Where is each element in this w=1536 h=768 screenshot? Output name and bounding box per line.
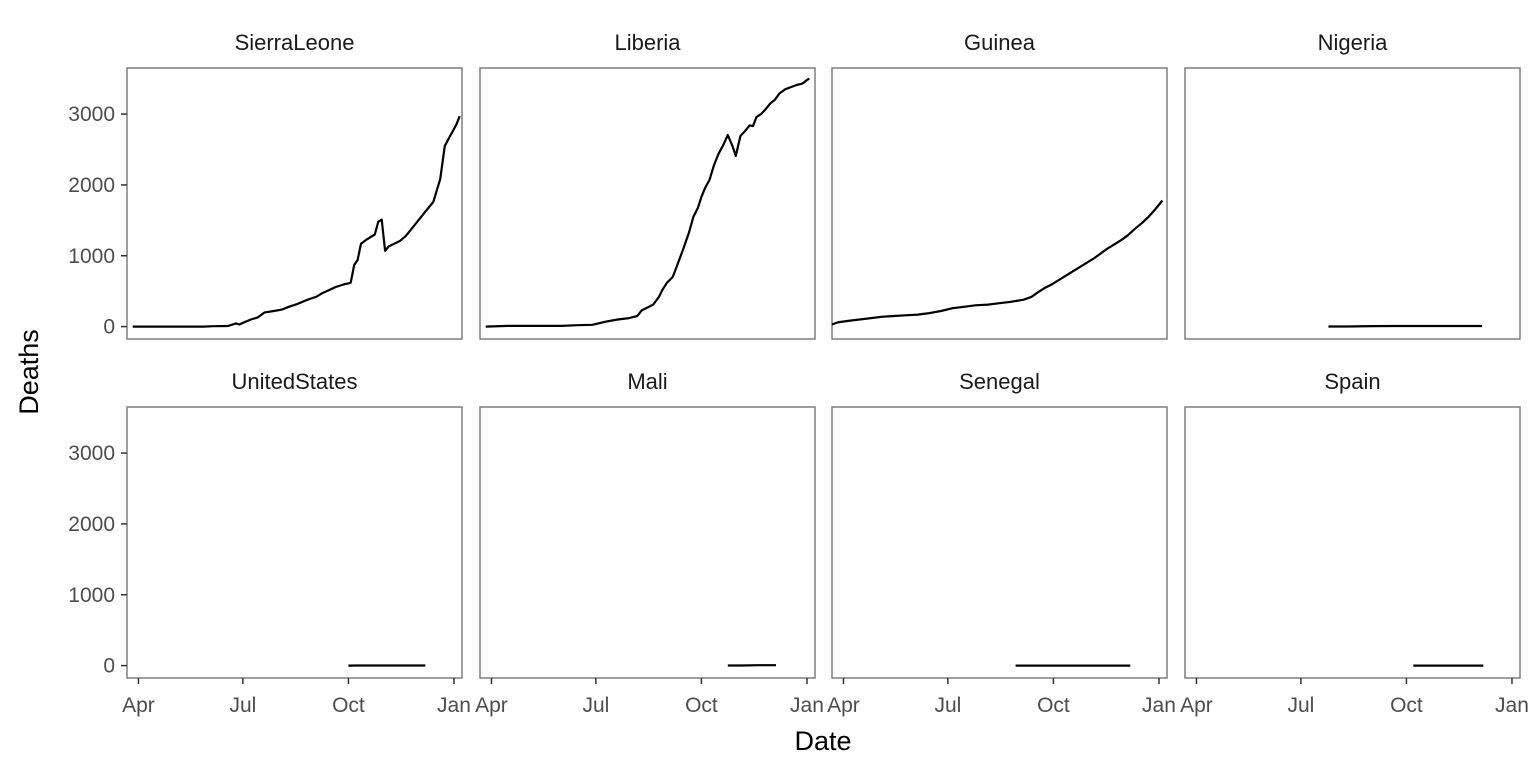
facet-panels: SierraLeone 0 1000 2000 3000 Liberia Guinea Nig…: [68, 30, 1529, 717]
x-tick-label: Oct: [685, 694, 718, 717]
panel-border: [1184, 406, 1521, 679]
facet-title: Spain: [1324, 369, 1380, 394]
y-tick-label: 2000: [68, 174, 115, 197]
x-tick-label: Apr: [1180, 694, 1213, 717]
series-line: [1328, 324, 1483, 328]
y-tick-label: 3000: [68, 103, 115, 126]
x-tick-label: Jul: [934, 694, 961, 717]
x-tick-label: Jan: [1142, 694, 1176, 717]
y-tick-label: 1000: [68, 245, 115, 268]
facet-title: SierraLeone: [235, 30, 355, 55]
panel-border: [126, 406, 463, 679]
panel-border: [1184, 67, 1521, 340]
facet-liberia: Liberia: [479, 30, 816, 340]
panel-border: [479, 67, 816, 340]
x-tick-label: Jan: [437, 694, 471, 717]
facet-unitedstates: UnitedStates 0 1000 2000 3000 Apr Jul Oct Jan: [68, 369, 471, 717]
y-tick-label: 1000: [68, 584, 115, 607]
x-tick-label: Jul: [1287, 694, 1314, 717]
panel-border: [831, 406, 1168, 679]
x-tick-label: Jan: [790, 694, 824, 717]
facet-sierraleone: SierraLeone 0 1000 2000 3000: [68, 30, 463, 340]
series-line: [831, 199, 1164, 326]
y-tick-label: 0: [103, 655, 115, 678]
x-tick-label: Oct: [1037, 694, 1070, 717]
y-axis-title: Deaths: [14, 329, 44, 415]
facet-nigeria: Nigeria: [1184, 30, 1521, 340]
x-tick-label: Oct: [332, 694, 365, 717]
series-line: [132, 115, 461, 328]
facet-title: Guinea: [964, 30, 1036, 55]
x-tick-label: Jul: [582, 694, 609, 717]
panel-border: [831, 67, 1168, 340]
facet-spain: Spain Apr Jul Oct Jan: [1180, 369, 1529, 717]
x-tick-label: Oct: [1390, 694, 1423, 717]
facet-senegal: Senegal Apr Jul Oct Jan: [827, 369, 1176, 717]
x-tick-label: Apr: [827, 694, 860, 717]
facet-mali: Mali Apr Jul Oct Jan: [475, 369, 824, 717]
facet-title: UnitedStates: [232, 369, 358, 394]
y-tick-label: 3000: [68, 442, 115, 465]
series-line: [485, 77, 810, 328]
facet-title: Nigeria: [1318, 30, 1388, 55]
panel-border: [479, 406, 816, 679]
facet-guinea: Guinea: [831, 30, 1168, 340]
facet-title: Liberia: [614, 30, 681, 55]
x-tick-label: Apr: [475, 694, 508, 717]
x-tick-label: Jul: [229, 694, 256, 717]
x-axis-title: Date: [794, 726, 851, 756]
x-tick-label: Apr: [122, 694, 155, 717]
facet-title: Mali: [627, 369, 667, 394]
facet-title: Senegal: [959, 369, 1040, 394]
y-tick-label: 2000: [68, 513, 115, 536]
x-tick-label: Jan: [1495, 694, 1529, 717]
y-tick-label: 0: [103, 316, 115, 339]
panel-border: [126, 67, 463, 340]
